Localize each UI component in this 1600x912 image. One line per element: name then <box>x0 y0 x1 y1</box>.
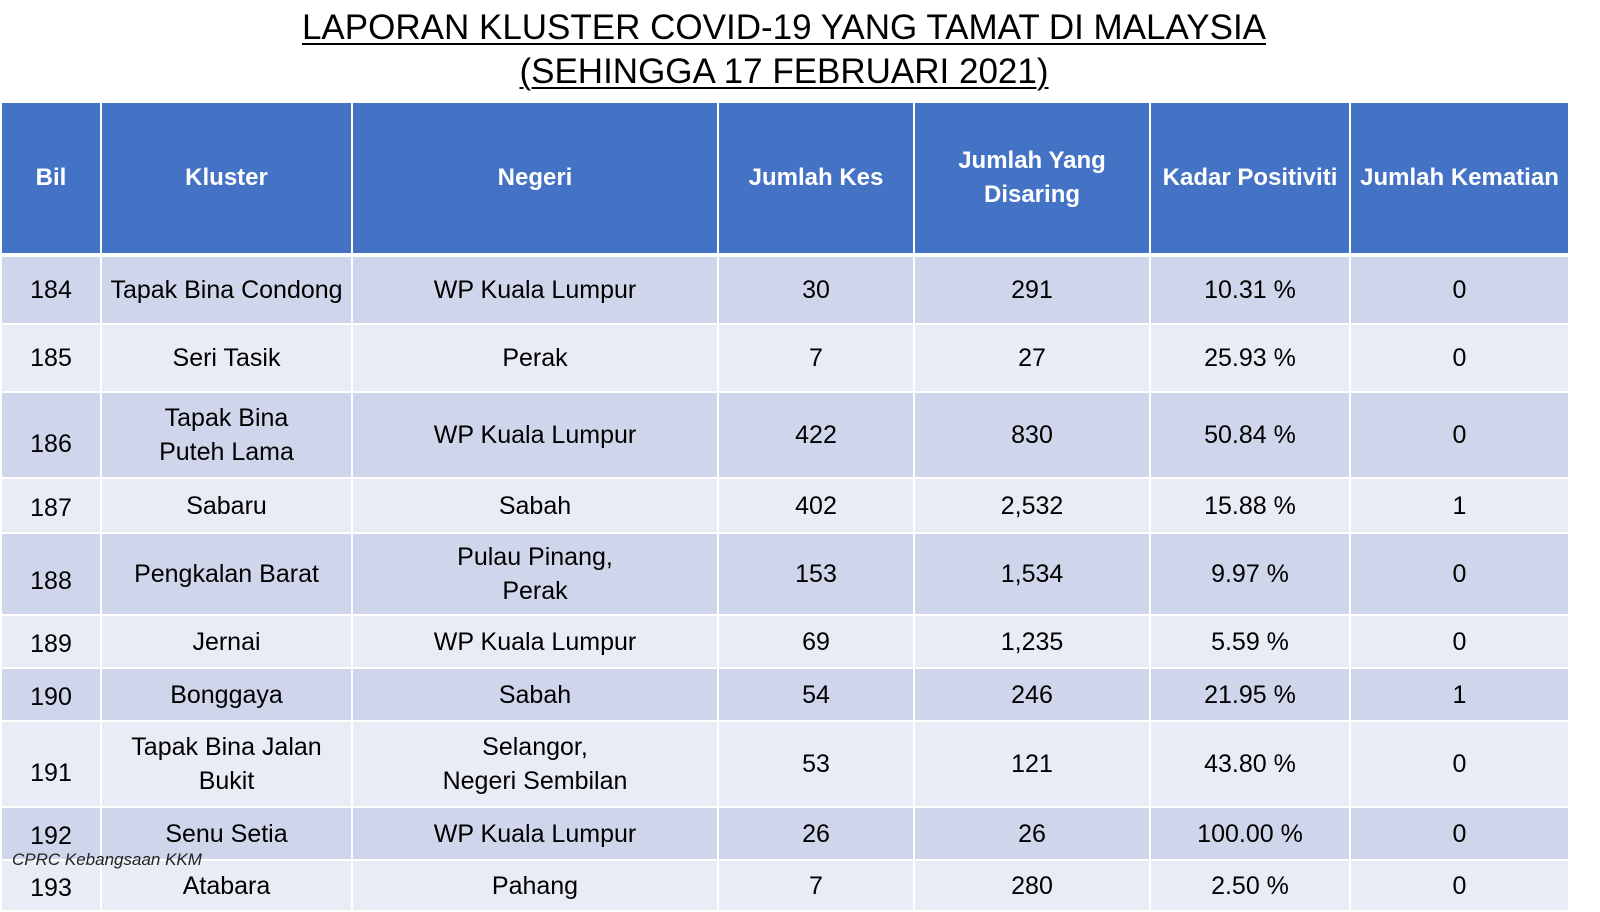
cluster-table: Bil Kluster Negeri Jumlah Kes Jumlah Yan… <box>0 101 1570 912</box>
cell-bil: 187 <box>0 477 102 534</box>
cell-negeri: Pahang <box>351 859 719 912</box>
table-row: 189 Jernai WP Kuala Lumpur 69 1,235 5.59… <box>0 614 1570 669</box>
report-title: LAPORAN KLUSTER COVID-19 YANG TAMAT DI M… <box>0 6 1568 94</box>
cell-jumlah-kes: 30 <box>717 254 915 325</box>
table-row: 190 Bonggaya Sabah 54 246 21.95 % 1 <box>0 667 1570 722</box>
cell-kadar-positiviti: 100.00 % <box>1149 806 1351 861</box>
report-title-line-2: (SEHINGGA 17 FEBRUARI 2021) <box>519 52 1049 91</box>
cell-jumlah-kes: 153 <box>717 532 915 616</box>
header-jumlah-kematian: Jumlah Kematian <box>1349 101 1570 256</box>
header-negeri: Negeri <box>351 101 719 256</box>
cell-jumlah-kes: 26 <box>717 806 915 861</box>
table-body: 184 Tapak Bina Condong WP Kuala Lumpur 3… <box>0 254 1570 912</box>
cell-kluster: Tapak Bina Condong <box>100 254 353 325</box>
cell-jumlah-kes: 7 <box>717 323 915 393</box>
header-row: Bil Kluster Negeri Jumlah Kes Jumlah Yan… <box>0 101 1570 256</box>
cell-jumlah-kes: 402 <box>717 477 915 534</box>
cell-bil: 185 <box>0 323 102 393</box>
cell-negeri: Selangor, Negeri Sembilan <box>351 720 719 808</box>
header-kluster: Kluster <box>100 101 353 256</box>
cell-jumlah-disaring: 27 <box>913 323 1151 393</box>
cell-kadar-positiviti: 43.80 % <box>1149 720 1351 808</box>
report-title-line-1: LAPORAN KLUSTER COVID-19 YANG TAMAT DI M… <box>301 8 1267 47</box>
cell-jumlah-disaring: 280 <box>913 859 1151 912</box>
cell-jumlah-kematian: 0 <box>1349 254 1570 325</box>
cell-jumlah-disaring: 830 <box>913 391 1151 479</box>
cell-kluster: Pengkalan Barat <box>100 532 353 616</box>
cell-bil: 184 <box>0 254 102 325</box>
cell-negeri: WP Kuala Lumpur <box>351 806 719 861</box>
cell-kluster: Tapak Bina Puteh Lama <box>100 391 353 479</box>
cell-kadar-positiviti: 50.84 % <box>1149 391 1351 479</box>
cell-negeri: Sabah <box>351 477 719 534</box>
cell-jumlah-kematian: 0 <box>1349 323 1570 393</box>
cell-negeri: Pulau Pinang, Perak <box>351 532 719 616</box>
cell-kluster: Tapak Bina Jalan Bukit <box>100 720 353 808</box>
table-row: 193 Atabara Pahang 7 280 2.50 % 0 <box>0 859 1570 912</box>
table-row: 191 Tapak Bina Jalan Bukit Selangor, Neg… <box>0 720 1570 808</box>
cell-jumlah-kes: 422 <box>717 391 915 479</box>
cell-jumlah-kes: 69 <box>717 614 915 669</box>
cell-jumlah-kematian: 0 <box>1349 532 1570 616</box>
cell-kluster: Senu Setia <box>100 806 353 861</box>
cell-jumlah-kematian: 1 <box>1349 667 1570 722</box>
cell-kadar-positiviti: 5.59 % <box>1149 614 1351 669</box>
cell-bil: 189 <box>0 614 102 669</box>
cell-jumlah-disaring: 2,532 <box>913 477 1151 534</box>
cell-kluster: Sabaru <box>100 477 353 534</box>
cell-bil: 186 <box>0 391 102 479</box>
table-row: 184 Tapak Bina Condong WP Kuala Lumpur 3… <box>0 254 1570 325</box>
cell-bil: 188 <box>0 532 102 616</box>
table-row: 186 Tapak Bina Puteh Lama WP Kuala Lumpu… <box>0 391 1570 479</box>
header-jumlah-disaring: Jumlah Yang Disaring <box>913 101 1151 256</box>
cell-negeri: WP Kuala Lumpur <box>351 391 719 479</box>
cell-negeri: WP Kuala Lumpur <box>351 254 719 325</box>
table-row: 187 Sabaru Sabah 402 2,532 15.88 % 1 <box>0 477 1570 534</box>
cell-kadar-positiviti: 10.31 % <box>1149 254 1351 325</box>
table-header: Bil Kluster Negeri Jumlah Kes Jumlah Yan… <box>0 101 1570 256</box>
source-note: CPRC Kebangsaan KKM <box>12 850 202 869</box>
cell-bil: 191 <box>0 720 102 808</box>
cell-jumlah-kematian: 0 <box>1349 859 1570 912</box>
cell-kadar-positiviti: 2.50 % <box>1149 859 1351 912</box>
cell-jumlah-disaring: 121 <box>913 720 1151 808</box>
table-row: 192 Senu Setia WP Kuala Lumpur 26 26 100… <box>0 806 1570 861</box>
cell-negeri: WP Kuala Lumpur <box>351 614 719 669</box>
header-jumlah-kes: Jumlah Kes <box>717 101 915 256</box>
cell-jumlah-kematian: 0 <box>1349 614 1570 669</box>
cell-kluster: Bonggaya <box>100 667 353 722</box>
cell-kluster: Seri Tasik <box>100 323 353 393</box>
cell-jumlah-kematian: 0 <box>1349 806 1570 861</box>
cell-bil: 190 <box>0 667 102 722</box>
cell-jumlah-kes: 7 <box>717 859 915 912</box>
cell-kadar-positiviti: 21.95 % <box>1149 667 1351 722</box>
header-kadar-positiviti: Kadar Positiviti <box>1149 101 1351 256</box>
cell-bil: 192 <box>0 806 102 861</box>
cell-jumlah-disaring: 291 <box>913 254 1151 325</box>
cell-jumlah-disaring: 26 <box>913 806 1151 861</box>
cell-kluster: Jernai <box>100 614 353 669</box>
cell-kadar-positiviti: 9.97 % <box>1149 532 1351 616</box>
cell-jumlah-kematian: 0 <box>1349 391 1570 479</box>
cell-jumlah-disaring: 1,534 <box>913 532 1151 616</box>
cell-jumlah-disaring: 1,235 <box>913 614 1151 669</box>
cell-jumlah-kematian: 1 <box>1349 477 1570 534</box>
cell-jumlah-disaring: 246 <box>913 667 1151 722</box>
cell-jumlah-kes: 53 <box>717 720 915 808</box>
cell-jumlah-kes: 54 <box>717 667 915 722</box>
cell-negeri: Sabah <box>351 667 719 722</box>
table-row: 188 Pengkalan Barat Pulau Pinang, Perak … <box>0 532 1570 616</box>
cell-kadar-positiviti: 15.88 % <box>1149 477 1351 534</box>
cell-negeri: Perak <box>351 323 719 393</box>
cell-kadar-positiviti: 25.93 % <box>1149 323 1351 393</box>
header-bil: Bil <box>0 101 102 256</box>
table-row: 185 Seri Tasik Perak 7 27 25.93 % 0 <box>0 323 1570 393</box>
cell-jumlah-kematian: 0 <box>1349 720 1570 808</box>
